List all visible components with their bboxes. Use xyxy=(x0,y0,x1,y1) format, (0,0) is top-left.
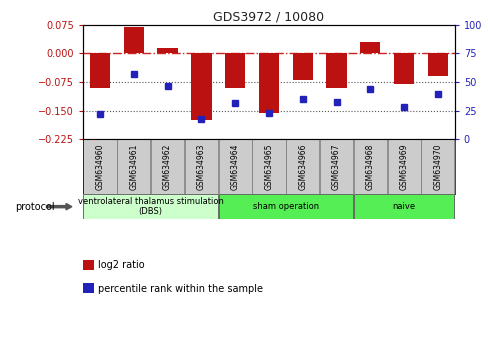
Text: ventrolateral thalamus stimulation
(DBS): ventrolateral thalamus stimulation (DBS) xyxy=(78,197,223,216)
Title: GDS3972 / 10080: GDS3972 / 10080 xyxy=(213,11,324,24)
Text: GSM634961: GSM634961 xyxy=(129,143,138,190)
Bar xyxy=(83,139,116,194)
Bar xyxy=(157,48,177,53)
Text: GSM634964: GSM634964 xyxy=(230,143,239,190)
Bar xyxy=(191,53,211,120)
Text: log2 ratio: log2 ratio xyxy=(98,261,144,270)
Bar xyxy=(353,139,386,194)
Bar xyxy=(387,139,420,194)
Text: GSM634970: GSM634970 xyxy=(432,143,442,190)
Bar xyxy=(285,139,319,194)
Bar xyxy=(360,42,380,53)
Bar xyxy=(325,53,346,88)
Text: GSM634966: GSM634966 xyxy=(298,143,306,190)
Bar xyxy=(184,139,218,194)
Text: GSM634963: GSM634963 xyxy=(197,143,205,190)
Bar xyxy=(393,53,413,84)
Bar xyxy=(319,139,352,194)
Bar xyxy=(218,194,352,219)
Bar xyxy=(151,139,184,194)
Bar xyxy=(252,139,285,194)
Bar xyxy=(292,53,312,80)
Text: percentile rank within the sample: percentile rank within the sample xyxy=(98,284,262,293)
Bar xyxy=(90,53,110,88)
Bar xyxy=(353,194,453,219)
Bar xyxy=(218,139,251,194)
Text: GSM634965: GSM634965 xyxy=(264,143,273,190)
Text: GSM634960: GSM634960 xyxy=(95,143,104,190)
Bar xyxy=(427,53,447,76)
Text: GSM634962: GSM634962 xyxy=(163,143,172,190)
Bar xyxy=(421,139,453,194)
Bar xyxy=(117,139,150,194)
Bar xyxy=(258,53,279,113)
Text: protocol: protocol xyxy=(15,202,54,212)
Text: GSM634968: GSM634968 xyxy=(365,143,374,190)
Text: naive: naive xyxy=(392,202,415,211)
Bar xyxy=(123,28,143,53)
Text: GSM634969: GSM634969 xyxy=(399,143,408,190)
Text: GSM634967: GSM634967 xyxy=(331,143,340,190)
Bar xyxy=(83,194,218,219)
Bar xyxy=(224,53,245,88)
Text: sham operation: sham operation xyxy=(252,202,318,211)
